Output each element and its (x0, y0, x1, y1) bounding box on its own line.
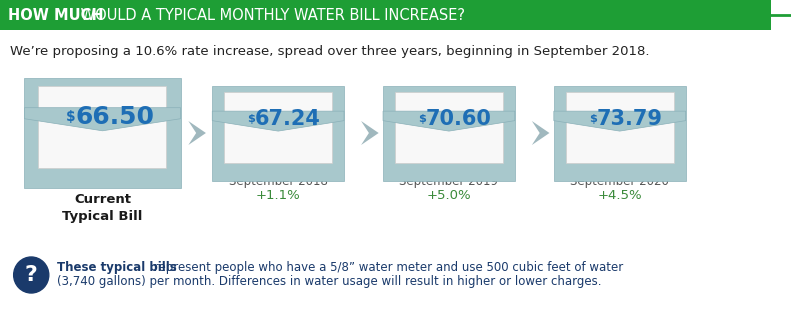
FancyBboxPatch shape (224, 92, 332, 163)
Text: We’re proposing a 10.6% rate increase, spread over three years, beginning in Sep: We’re proposing a 10.6% rate increase, s… (10, 45, 650, 58)
Text: 73.79: 73.79 (597, 109, 663, 129)
Text: These typical bills: These typical bills (57, 261, 177, 274)
Polygon shape (383, 111, 515, 131)
FancyBboxPatch shape (24, 78, 181, 188)
Text: $: $ (589, 114, 597, 124)
FancyBboxPatch shape (554, 86, 685, 181)
Text: September 2018: September 2018 (228, 175, 327, 188)
Text: ?: ? (25, 265, 38, 285)
Polygon shape (212, 111, 344, 131)
Text: +5.0%: +5.0% (427, 189, 471, 202)
FancyBboxPatch shape (38, 86, 167, 168)
FancyBboxPatch shape (395, 92, 503, 163)
Text: September 2019: September 2019 (399, 175, 498, 188)
Text: +4.5%: +4.5% (598, 189, 642, 202)
Text: $: $ (418, 114, 426, 124)
Text: (3,740 gallons) per month. Differences in water usage will result in higher or l: (3,740 gallons) per month. Differences i… (57, 275, 601, 288)
FancyBboxPatch shape (383, 86, 515, 181)
Text: 66.50: 66.50 (75, 105, 154, 129)
FancyBboxPatch shape (565, 92, 674, 163)
Text: Current
Typical Bill: Current Typical Bill (62, 193, 143, 223)
Text: 67.24: 67.24 (255, 109, 321, 129)
Polygon shape (361, 121, 378, 145)
Text: represent people who have a 5/8” water meter and use 500 cubic feet of water: represent people who have a 5/8” water m… (151, 261, 624, 274)
Text: HOW MUCH: HOW MUCH (8, 7, 104, 23)
Polygon shape (532, 121, 549, 145)
Text: WOULD A TYPICAL MONTHLY WATER BILL INCREASE?: WOULD A TYPICAL MONTHLY WATER BILL INCRE… (76, 7, 465, 23)
Text: $: $ (66, 109, 75, 123)
FancyBboxPatch shape (0, 0, 771, 30)
Text: 70.60: 70.60 (426, 109, 492, 129)
FancyBboxPatch shape (212, 86, 344, 181)
Polygon shape (554, 111, 685, 131)
Text: September 2020: September 2020 (570, 175, 669, 188)
Polygon shape (189, 121, 206, 145)
Circle shape (14, 257, 49, 293)
Text: +1.1%: +1.1% (256, 189, 301, 202)
Text: $: $ (247, 114, 255, 124)
Polygon shape (24, 108, 181, 131)
